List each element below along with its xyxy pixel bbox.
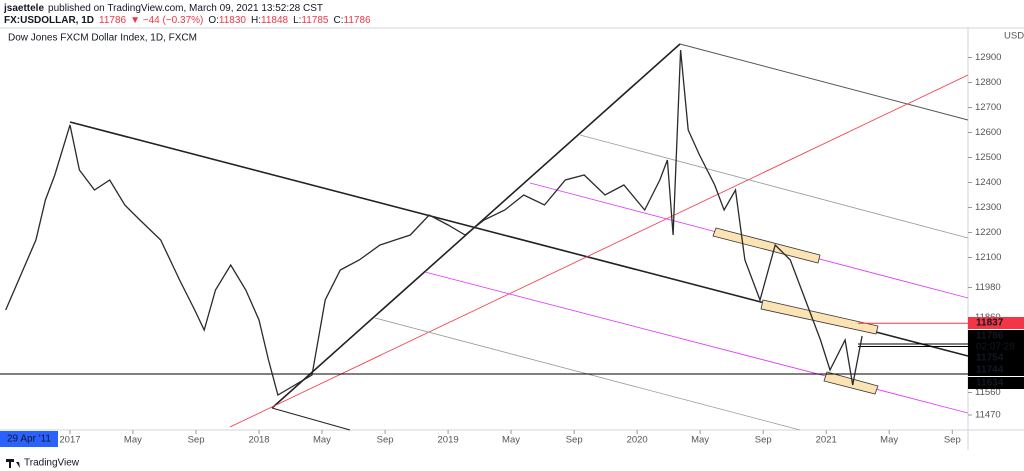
- x-tick-label: May: [880, 435, 898, 446]
- symbol: FX:USDOLLAR, 1D: [4, 15, 94, 26]
- ohlc-label: H:: [251, 15, 261, 26]
- y-tick-label: 12700: [975, 102, 1001, 113]
- x-tick-label: Sep: [188, 435, 205, 446]
- change: ▼ −44 (−0.37%): [130, 15, 203, 26]
- y-tick-label: 11470: [975, 410, 1001, 421]
- last-price: 11786: [99, 15, 127, 26]
- logo: [6, 459, 20, 468]
- y-tick-label: 12900: [975, 52, 1001, 63]
- y-unit: USD: [1004, 31, 1024, 42]
- ohlc-label: L:: [293, 15, 301, 26]
- countdown: 02:07:28: [976, 342, 1015, 353]
- channel-line: [424, 271, 969, 414]
- ohlc-label: O:: [208, 15, 219, 26]
- y-tick-label: 11560: [975, 387, 1001, 398]
- y-tick-label: 12100: [975, 252, 1001, 263]
- ohlc-value: 11848: [261, 15, 289, 26]
- y-tick-label: 12500: [975, 152, 1001, 163]
- y-tick-label: 12200: [975, 227, 1001, 238]
- ohlc-value: 11785: [301, 15, 329, 26]
- cursor-label-box: [0, 431, 58, 447]
- header-line: jsaettele published on TradingView.com, M…: [3, 3, 323, 14]
- price-label-box: [968, 330, 1024, 354]
- price-label: 11837: [976, 318, 1004, 329]
- ohlc-label: C:: [334, 15, 344, 26]
- price-label-box: [968, 364, 1024, 376]
- chart-title: Dow Jones FXCM Dollar Index, 1D, FXCM: [8, 33, 197, 44]
- price-label-box: [968, 317, 1024, 329]
- y-tick-label: 12300: [975, 202, 1001, 213]
- price-label: 11754: [976, 353, 1004, 364]
- cursor-label: 29 Apr '11: [7, 434, 51, 445]
- x-tick-label: May: [691, 435, 709, 446]
- x-tick-label: Sep: [566, 435, 583, 446]
- zone: [823, 371, 879, 395]
- x-tick-label: 2020: [627, 435, 648, 446]
- trendline: [271, 407, 351, 431]
- y-tick-label: 11980: [975, 282, 1001, 293]
- price-label-box: [968, 377, 1024, 389]
- brand: TradingView: [24, 458, 80, 469]
- x-tick-label: 2018: [248, 435, 269, 446]
- author: jsaettele: [3, 3, 44, 14]
- x-tick-label: Sep: [944, 435, 961, 446]
- trendline: [679, 43, 969, 121]
- x-tick-label: May: [502, 435, 520, 446]
- quote-line: FX:USDOLLAR, 1D 11786 ▼ −44 (−0.37%) O:1183…: [4, 15, 371, 26]
- zone: [760, 299, 879, 335]
- price-label: 11744: [976, 365, 1004, 376]
- x-tick-label: 2019: [438, 435, 459, 446]
- zone: [712, 227, 821, 264]
- x-tick-label: 2017: [59, 435, 80, 446]
- channel-line: [579, 134, 969, 239]
- price-line-series: [5, 49, 863, 396]
- x-tick-label: Sep: [377, 435, 394, 446]
- price-label: 11634: [976, 378, 1004, 389]
- price-label: 11786: [976, 331, 1004, 342]
- trendline: [229, 74, 969, 428]
- y-tick-label: 12400: [975, 177, 1001, 188]
- published: published on TradingView.com, March 09, …: [48, 3, 323, 14]
- price-label-box: [968, 352, 1024, 364]
- y-tick-label: 12800: [975, 77, 1001, 88]
- x-tick-label: Sep: [755, 435, 772, 446]
- footer: [0, 452, 1024, 471]
- x-tick-label: May: [313, 435, 331, 446]
- x-tick-label: May: [124, 435, 142, 446]
- ohlc-value: 11786: [344, 15, 372, 26]
- y-tick-label: 12600: [975, 127, 1001, 138]
- ohlc-value: 11830: [219, 15, 247, 26]
- x-tick-label: 2021: [816, 435, 837, 446]
